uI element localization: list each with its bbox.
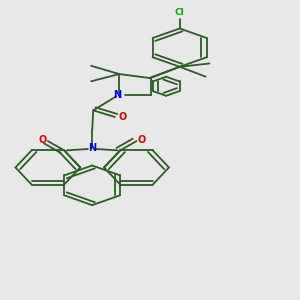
- Text: O: O: [138, 135, 146, 145]
- Text: O: O: [118, 112, 127, 122]
- Text: O: O: [38, 135, 46, 145]
- Text: N: N: [113, 89, 121, 100]
- Text: N: N: [88, 143, 96, 153]
- Text: Cl: Cl: [175, 8, 184, 16]
